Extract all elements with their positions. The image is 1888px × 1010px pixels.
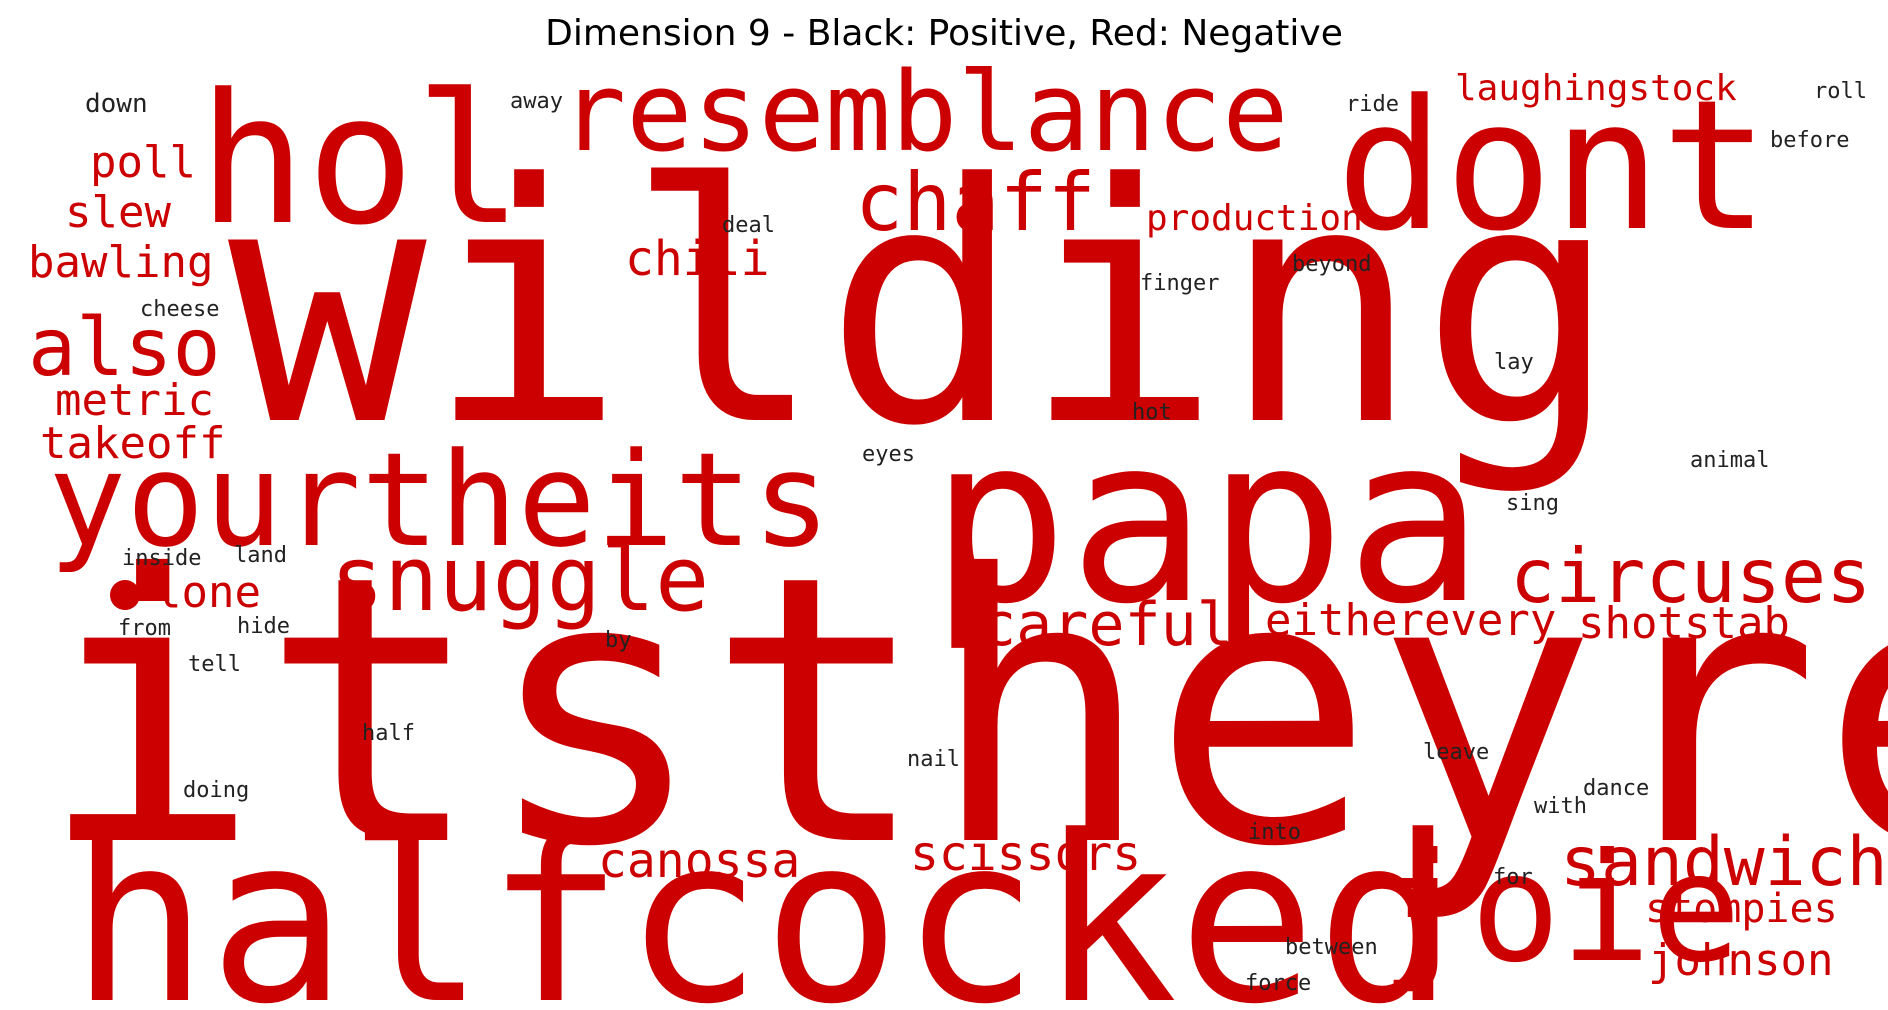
word-lone: lone <box>155 567 261 618</box>
word-circuses: circuses <box>1510 532 1871 620</box>
word-for: for <box>1493 865 1533 890</box>
word-halfcocked: halfcocked <box>70 788 1455 1010</box>
word-joie: joie <box>1380 822 1741 996</box>
word-metric: metric <box>55 375 214 426</box>
word-canossa: canossa <box>598 833 800 889</box>
word-wilding: wilding <box>228 114 1619 498</box>
word-between: between <box>1285 935 1378 960</box>
word-ride: ride <box>1346 92 1399 117</box>
word-johnson: johnson <box>1648 935 1833 986</box>
word-production: production <box>1146 198 1363 239</box>
word-dance: dance <box>1583 776 1649 801</box>
word-into: into <box>1248 820 1301 845</box>
word-half: half <box>362 721 415 746</box>
word-snuggle: snuggle <box>330 527 709 632</box>
word-hot: hot <box>1132 400 1172 425</box>
word-slew: slew <box>65 187 171 238</box>
word-away: away <box>510 89 563 114</box>
word-bawling: bawling <box>28 237 213 288</box>
word-down: down <box>85 89 148 119</box>
word-dot-mark <box>110 580 140 610</box>
word-sing: sing <box>1506 491 1559 516</box>
word-doing: doing <box>183 778 249 803</box>
word-chili: chili <box>625 231 770 287</box>
word-deal: deal <box>722 213 775 238</box>
chart-title: Dimension 9 - Black: Positive, Red: Nega… <box>545 13 1343 54</box>
word-also: also <box>28 301 221 394</box>
word-leave: leave <box>1423 740 1489 765</box>
word-poll: poll <box>90 137 196 188</box>
word-land: land <box>234 543 287 568</box>
word-eitherevery: eitherevery <box>1265 595 1556 646</box>
word-dont: dont <box>1336 62 1769 271</box>
word-roll: roll <box>1814 79 1867 104</box>
word-finger: finger <box>1140 271 1219 296</box>
word-careful: careful <box>980 590 1233 660</box>
word-beyond: beyond <box>1292 252 1371 277</box>
word-cheese: cheese <box>140 297 219 322</box>
word-hide: hide <box>237 614 290 639</box>
word-laughingstock: laughingstock <box>1455 68 1737 109</box>
word-lay: lay <box>1494 350 1534 375</box>
word-by: by <box>605 628 632 653</box>
word-nail: nail <box>907 747 960 772</box>
word-with: with <box>1534 794 1587 819</box>
word-chaff: chaff <box>855 156 1096 249</box>
word-hol: hol <box>198 56 523 265</box>
word-tell: tell <box>188 652 241 677</box>
word-from: from <box>118 616 171 641</box>
word-yourtheits: yourtheits <box>48 424 831 576</box>
word-takeoff: takeoff <box>40 418 225 469</box>
word-animal: animal <box>1690 448 1769 473</box>
word-shotstab: shotstab <box>1578 598 1790 649</box>
word-sandwich: sandwich <box>1560 823 1888 902</box>
word-before: before <box>1770 128 1849 153</box>
word-force: force <box>1245 971 1311 996</box>
word-inside: inside <box>122 546 201 571</box>
word-resemblance: resemblance <box>560 48 1288 176</box>
word-itstheyre: itstheyre <box>38 498 1888 928</box>
word-papa: papa <box>930 388 1484 655</box>
word-scissors: scissors <box>910 826 1141 882</box>
word-stompies: stompies <box>1645 886 1838 932</box>
word-eyes: eyes <box>862 442 915 467</box>
